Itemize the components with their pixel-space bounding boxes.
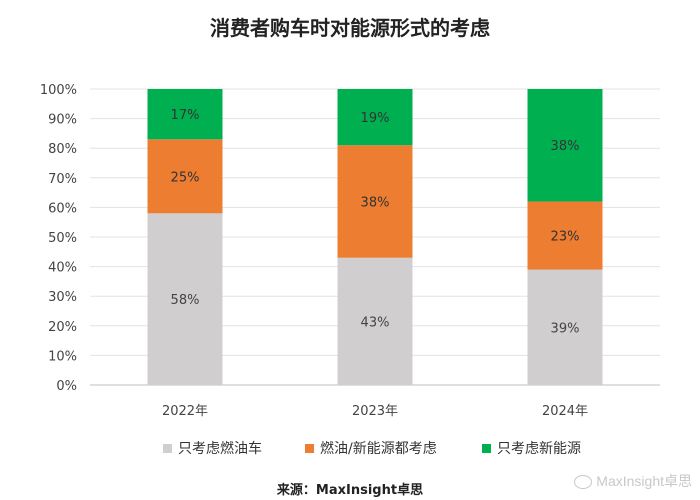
legend-item-fuel-only: 只考虑燃油车 bbox=[163, 438, 262, 458]
data-label: 38% bbox=[361, 195, 390, 210]
stacked-bar-chart: 0% 10% 20% 30% 40% 50% 60% 70% 80% 90% 100% 58% 25% 1… bbox=[40, 83, 660, 419]
data-label: 25% bbox=[171, 170, 200, 185]
x-tick-label: 2022年 bbox=[162, 404, 208, 419]
y-tick-label: 90% bbox=[48, 113, 77, 128]
y-tick-label: 20% bbox=[48, 320, 77, 335]
y-tick-label: 100% bbox=[40, 83, 77, 98]
y-tick-label: 10% bbox=[48, 349, 77, 364]
legend-item-nev-only: 只考虑新能源 bbox=[482, 438, 581, 458]
y-tick-label: 0% bbox=[56, 379, 77, 394]
bar-segment bbox=[147, 139, 223, 214]
y-tick-label: 30% bbox=[48, 290, 77, 305]
bar-segment bbox=[147, 213, 223, 385]
data-label: 38% bbox=[551, 139, 580, 154]
legend-swatch-nev-only bbox=[482, 443, 491, 453]
bar-segment bbox=[337, 89, 413, 146]
watermark: MaxInsight卓思 bbox=[574, 471, 692, 491]
y-tick-label: 80% bbox=[48, 142, 77, 157]
legend-label-both: 燃油/新能源都考虑 bbox=[320, 441, 437, 457]
source-note: 来源：MaxInsight卓思 bbox=[276, 483, 424, 498]
chart-title: 消费者购车时对能源形式的考虑 bbox=[210, 16, 490, 40]
weibo-icon bbox=[574, 475, 593, 490]
y-tick-label: 40% bbox=[48, 261, 77, 276]
data-label: 39% bbox=[551, 321, 580, 336]
y-tick-label: 60% bbox=[48, 201, 77, 216]
legend: 只考虑燃油车 燃油/新能源都考虑 只考虑新能源 bbox=[0, 438, 700, 462]
x-tick-label: 2024年 bbox=[542, 404, 588, 419]
y-tick-label: 70% bbox=[48, 172, 77, 187]
watermark-text: MaxInsight卓思 bbox=[596, 473, 692, 489]
legend-swatch-fuel-only bbox=[163, 443, 172, 453]
data-label: 17% bbox=[171, 108, 200, 123]
legend-label-nev-only: 只考虑新能源 bbox=[497, 441, 581, 457]
legend-swatch-both bbox=[305, 443, 314, 453]
bar-segment bbox=[337, 145, 413, 258]
data-label: 58% bbox=[171, 293, 200, 308]
legend-item-both: 燃油/新能源都考虑 bbox=[305, 438, 437, 458]
data-label: 19% bbox=[361, 111, 390, 126]
y-tick-label: 50% bbox=[48, 231, 77, 246]
bar-segment bbox=[527, 201, 603, 270]
bar-segment bbox=[527, 269, 603, 385]
data-label: 23% bbox=[551, 230, 580, 245]
bar-segment bbox=[527, 89, 603, 202]
bar-segment bbox=[147, 89, 223, 140]
data-label: 43% bbox=[361, 315, 390, 330]
legend-label-fuel-only: 只考虑燃油车 bbox=[178, 441, 262, 457]
bar-segment bbox=[337, 257, 413, 385]
x-tick-label: 2023年 bbox=[352, 404, 398, 419]
